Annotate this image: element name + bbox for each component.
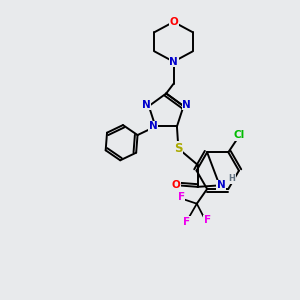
Text: N: N [217, 180, 226, 190]
Text: S: S [174, 142, 183, 155]
Text: H: H [229, 174, 236, 183]
Text: N: N [182, 100, 191, 110]
Text: F: F [178, 192, 185, 202]
Text: N: N [169, 57, 178, 67]
Text: N: N [149, 122, 158, 131]
Text: O: O [169, 17, 178, 27]
Text: F: F [183, 217, 190, 227]
Text: O: O [172, 180, 180, 190]
Text: Cl: Cl [233, 130, 244, 140]
Text: N: N [142, 100, 150, 110]
Text: F: F [204, 215, 211, 225]
